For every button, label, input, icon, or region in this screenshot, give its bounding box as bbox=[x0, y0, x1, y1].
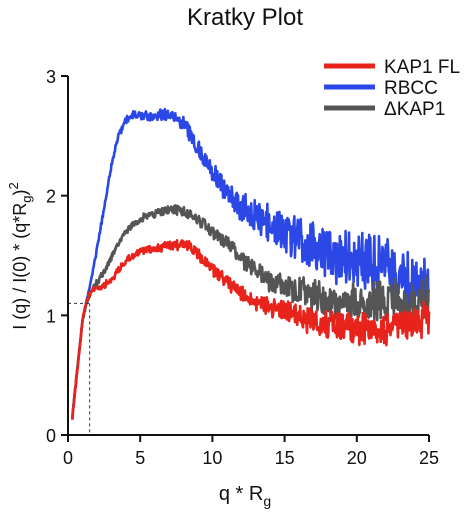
y-axis-label-superscript: 2 bbox=[6, 182, 21, 189]
series-line-0 bbox=[71, 239, 431, 420]
y-tick-label: 1 bbox=[46, 306, 56, 326]
axes bbox=[67, 76, 429, 436]
x-ticks: 0 5 10 15 20 25 bbox=[63, 435, 439, 468]
y-tick-label: 0 bbox=[46, 426, 56, 446]
legend-label-1: RBCC bbox=[384, 78, 438, 99]
y-axis-label-main: I (q) / I(0) * (q*R bbox=[10, 203, 30, 330]
reference-lines bbox=[68, 302, 91, 435]
x-tick-label: 10 bbox=[202, 448, 222, 468]
y-tick-label: 3 bbox=[46, 67, 56, 87]
series-layer bbox=[71, 107, 431, 420]
y-tick-label: 2 bbox=[46, 187, 56, 207]
x-tick-label: 25 bbox=[419, 448, 439, 468]
x-tick-label: 5 bbox=[135, 448, 145, 468]
x-tick-label: 15 bbox=[275, 448, 295, 468]
x-axis-label-subscript: g bbox=[263, 493, 271, 509]
x-tick-label: 20 bbox=[347, 448, 367, 468]
y-axis-label-close: ) bbox=[10, 189, 30, 195]
legend-label-0: KAP1 FL bbox=[384, 57, 460, 78]
y-axis-label: I (q) / I(0) * (q*Rg)2 bbox=[6, 182, 34, 330]
x-axis-label-main: q * R bbox=[219, 483, 263, 505]
series-line-2 bbox=[71, 204, 431, 420]
y-axis-label-subscript: g bbox=[19, 195, 34, 202]
chart-title: Kratky Plot bbox=[187, 4, 303, 31]
x-tick-label: 0 bbox=[63, 448, 73, 468]
y-ticks: 0 1 2 3 bbox=[46, 67, 68, 446]
series-line-1 bbox=[71, 107, 430, 419]
x-axis-label: q * Rg bbox=[219, 483, 271, 509]
legend-label-2: ΔKAP1 bbox=[384, 99, 445, 120]
